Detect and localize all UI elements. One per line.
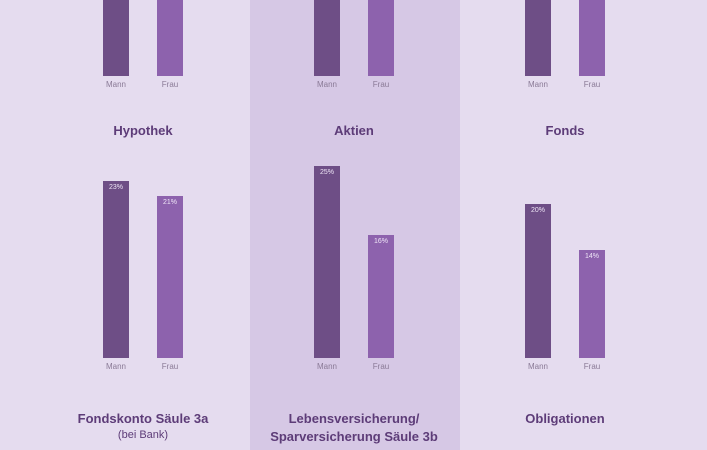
panel-title: Fondskonto Säule 3a xyxy=(77,411,209,426)
data-label: 20% xyxy=(530,207,545,214)
category-label: Mann xyxy=(316,362,337,371)
bar-frau xyxy=(157,196,183,358)
bar-mann xyxy=(103,180,129,358)
category-label: Mann xyxy=(527,80,548,89)
data-label: 21% xyxy=(162,199,177,207)
category-label: Mann xyxy=(105,362,126,371)
bar-frau xyxy=(368,234,394,358)
category-label: Frau xyxy=(372,362,390,371)
bar-mann xyxy=(525,0,551,76)
category-label: Mann xyxy=(527,362,548,371)
bar-frau xyxy=(579,0,605,76)
panel-subtitle: (bei Bank) xyxy=(117,429,169,441)
category-label: Frau xyxy=(161,80,179,89)
category-label: Frau xyxy=(583,362,601,371)
panel-title: Lebensversicherung/ Sparversicherung Säu… xyxy=(270,411,438,444)
category-label: Mann xyxy=(316,80,337,89)
panel-title: Aktien xyxy=(334,123,374,138)
highlight-column xyxy=(250,0,460,450)
data-label: 14% xyxy=(584,253,599,261)
bar-frau xyxy=(368,0,394,76)
panel-title: Fonds xyxy=(545,123,585,138)
data-label: 16% xyxy=(373,237,388,245)
bar-mann xyxy=(525,204,551,358)
category-label: Frau xyxy=(161,362,179,371)
category-label: Mann xyxy=(105,80,126,89)
data-label: 25% xyxy=(319,168,334,176)
panel-title: Hypothek xyxy=(113,123,173,138)
data-label: 23% xyxy=(108,183,123,191)
bar-frau xyxy=(157,0,183,76)
panel-title: Obligationen xyxy=(525,411,605,426)
bar-mann xyxy=(103,0,129,76)
bar-mann xyxy=(314,0,340,76)
category-label: Frau xyxy=(372,80,390,89)
bar-mann xyxy=(314,165,340,358)
category-label: Frau xyxy=(583,80,601,89)
bar-frau xyxy=(579,250,605,358)
